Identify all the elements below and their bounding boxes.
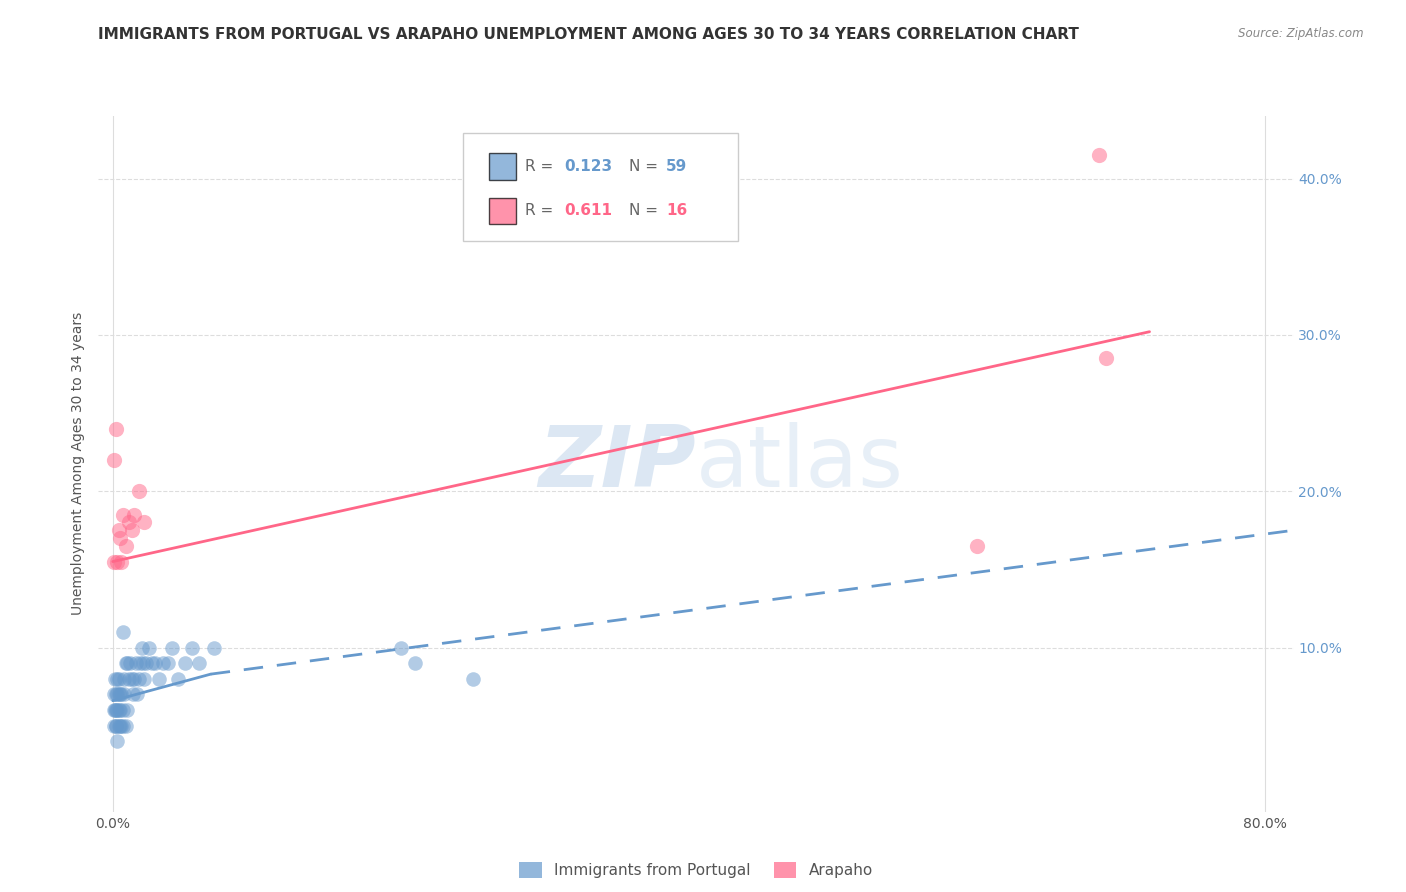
Point: [124, 508, 146, 522]
Point: [104, 719, 127, 733]
Point: [115, 703, 138, 717]
Point: [108, 719, 131, 733]
Point: [105, 688, 128, 702]
Point: [125, 656, 148, 670]
Point: [115, 656, 138, 670]
Point: [111, 719, 134, 733]
Point: [129, 656, 152, 670]
Point: [166, 672, 188, 686]
Point: [112, 688, 135, 702]
Point: [156, 656, 179, 670]
Point: [105, 703, 128, 717]
Point: [138, 640, 160, 655]
Point: [122, 688, 145, 702]
Point: [103, 555, 125, 569]
Point: [160, 640, 183, 655]
Point: [104, 688, 127, 702]
FancyBboxPatch shape: [489, 153, 516, 180]
Point: [108, 688, 131, 702]
Point: [104, 422, 127, 436]
Point: [114, 656, 136, 670]
FancyBboxPatch shape: [463, 134, 738, 241]
Point: [118, 516, 141, 530]
Point: [107, 523, 129, 537]
Point: [121, 523, 143, 537]
Legend: Immigrants from Portugal, Arapaho: Immigrants from Portugal, Arapaho: [513, 856, 879, 884]
Point: [103, 703, 125, 717]
Point: [121, 672, 143, 686]
Point: [141, 656, 163, 670]
Point: [107, 719, 129, 733]
Text: Source: ZipAtlas.com: Source: ZipAtlas.com: [1239, 27, 1364, 40]
Point: [111, 703, 134, 717]
Point: [107, 703, 129, 717]
Text: R =: R =: [524, 159, 558, 174]
Point: [118, 672, 141, 686]
Point: [105, 719, 128, 733]
Point: [135, 656, 157, 670]
Point: [105, 734, 128, 748]
Text: 0.611: 0.611: [565, 203, 613, 219]
Point: [152, 656, 174, 670]
Point: [124, 672, 146, 686]
FancyBboxPatch shape: [489, 197, 516, 224]
Text: ZIP: ZIP: [538, 422, 696, 506]
Point: [112, 672, 135, 686]
Point: [108, 703, 131, 717]
Point: [132, 656, 155, 670]
Point: [110, 555, 132, 569]
Point: [389, 640, 412, 655]
Point: [128, 484, 150, 499]
Point: [107, 672, 129, 686]
Point: [1095, 351, 1118, 366]
Text: N =: N =: [628, 203, 662, 219]
Point: [1088, 148, 1111, 162]
Text: N =: N =: [628, 159, 662, 174]
Point: [134, 672, 156, 686]
Point: [143, 656, 166, 670]
Point: [103, 703, 125, 717]
Point: [104, 672, 127, 686]
Point: [127, 688, 149, 702]
Point: [181, 640, 204, 655]
Point: [111, 624, 134, 639]
Point: [104, 703, 127, 717]
Point: [966, 539, 988, 553]
Text: 59: 59: [666, 159, 688, 174]
Text: R =: R =: [524, 203, 558, 219]
Point: [114, 719, 136, 733]
Point: [202, 640, 225, 655]
Point: [114, 539, 136, 553]
Point: [103, 719, 125, 733]
Point: [134, 516, 156, 530]
Point: [108, 531, 131, 545]
Point: [404, 656, 426, 670]
Point: [105, 555, 128, 569]
Point: [103, 688, 125, 702]
Point: [131, 640, 153, 655]
Point: [105, 672, 128, 686]
Text: atlas: atlas: [696, 422, 904, 506]
Point: [107, 688, 129, 702]
Text: 16: 16: [666, 203, 688, 219]
Text: 0.123: 0.123: [565, 159, 613, 174]
Point: [120, 656, 142, 670]
Point: [110, 688, 132, 702]
Point: [188, 656, 211, 670]
Point: [148, 672, 170, 686]
Y-axis label: Unemployment Among Ages 30 to 34 years: Unemployment Among Ages 30 to 34 years: [72, 312, 86, 615]
Point: [110, 719, 132, 733]
Point: [173, 656, 195, 670]
Point: [103, 453, 125, 467]
Point: [461, 672, 484, 686]
Text: IMMIGRANTS FROM PORTUGAL VS ARAPAHO UNEMPLOYMENT AMONG AGES 30 TO 34 YEARS CORRE: IMMIGRANTS FROM PORTUGAL VS ARAPAHO UNEM…: [98, 27, 1080, 42]
Point: [128, 672, 150, 686]
Point: [111, 508, 134, 522]
